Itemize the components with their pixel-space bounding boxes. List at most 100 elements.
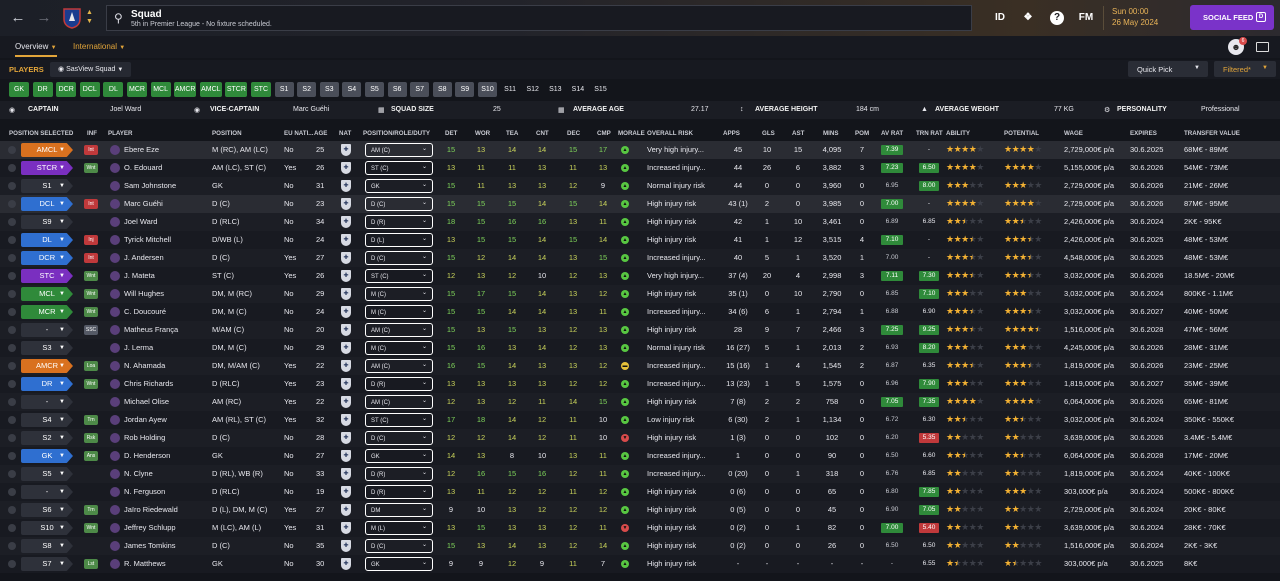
header-morale[interactable]: MORALE — [618, 130, 645, 137]
club-crest-icon[interactable] — [62, 7, 82, 29]
filter-chip[interactable]: DCR — [56, 82, 77, 97]
player-name[interactable]: R. Matthews — [124, 559, 166, 568]
row-select-radio[interactable] — [8, 470, 16, 478]
role-selector[interactable]: ST (C) ⌄ — [365, 161, 433, 175]
role-selector[interactable]: ST (C) ⌄ — [365, 269, 433, 283]
row-select-radio[interactable] — [8, 416, 16, 424]
row-select-radio[interactable] — [8, 146, 16, 154]
position-selector[interactable]: GK ▼ — [21, 449, 73, 463]
header-nat[interactable]: NAT — [339, 130, 352, 137]
header-ast[interactable]: AST — [792, 130, 805, 137]
header-cnt[interactable]: CNT — [536, 130, 549, 137]
role-selector[interactable]: D (R) ⌄ — [365, 215, 433, 229]
role-selector[interactable]: M (C) ⌄ — [365, 305, 433, 319]
filter-chip[interactable]: MCR — [127, 82, 147, 97]
role-selector[interactable]: M (L) ⌄ — [365, 521, 433, 535]
player-name[interactable]: J. Lerma — [124, 343, 154, 352]
role-selector[interactable]: M (C) ⌄ — [365, 287, 433, 301]
row-select-radio[interactable] — [8, 218, 16, 226]
tab-international[interactable]: International ▼ — [73, 42, 125, 51]
filter-chip[interactable]: STCR — [225, 82, 248, 97]
position-selector[interactable]: S6 ▼ — [21, 503, 73, 517]
view-selector[interactable]: ◉ SasView Squad ▼ — [50, 62, 132, 77]
filter-chip[interactable]: STC — [251, 82, 271, 97]
role-selector[interactable]: D (R) ⌄ — [365, 377, 433, 391]
player-name[interactable]: James Tomkins — [124, 541, 176, 550]
table-row[interactable]: DCR ▼ Int J. Andersen D (C) Yes 27 ✚ D (C) ⌄ 15 12 1… — [0, 249, 1280, 267]
table-row[interactable]: MCL ▼ Wnt Will Hughes DM, M (RC) No 29 ✚ M (C) ⌄ 1… — [0, 285, 1280, 303]
header-trn-rat[interactable]: TRN RAT — [916, 130, 943, 137]
header-position-selected[interactable]: POSITION SELECTED — [9, 130, 74, 137]
brain-icon[interactable]: ❖ — [1023, 12, 1033, 23]
help-icon[interactable]: ? — [1050, 11, 1064, 25]
header-role[interactable]: POSITION/ROLE/DUTY — [363, 130, 431, 137]
filter-chip[interactable]: S1 — [274, 82, 294, 97]
role-selector[interactable]: AM (C) ⌄ — [365, 395, 433, 409]
table-row[interactable]: - ▼ SSC Matheus França M/AM (C) No 20 ✚ AM (C) ⌄ 1… — [0, 321, 1280, 339]
vice-captain-value[interactable]: Marc Guéhi — [293, 106, 330, 113]
table-row[interactable]: AMCR ▼ Loa N. Ahamada DM, M/AM (C) Yes 22 ✚ AM (… — [0, 357, 1280, 375]
forward-arrow-icon[interactable]: → — [36, 9, 52, 26]
row-select-radio[interactable] — [8, 254, 16, 262]
position-selector[interactable]: S1 ▼ — [21, 179, 73, 193]
table-row[interactable]: STCR ▼ Wnt O. Edouard AM (LC), ST (C) Yes 26 ✚ S… — [0, 159, 1280, 177]
header-mins[interactable]: MINS — [823, 130, 839, 137]
role-selector[interactable]: GK ⌄ — [365, 557, 433, 571]
row-select-radio[interactable] — [8, 326, 16, 334]
id-button[interactable]: ID — [995, 12, 1005, 23]
header-transfer-value[interactable]: TRANSFER VALUE — [1184, 130, 1240, 137]
position-selector[interactable]: DL ▼ — [21, 233, 73, 247]
position-selector[interactable]: DCL ▼ — [21, 197, 73, 211]
filter-chip[interactable]: S12 — [526, 86, 539, 93]
social-feed-button[interactable]: SOCIAL FEED D — [1190, 5, 1274, 30]
table-row[interactable]: DR ▼ Wnt Chris Richards D (RLC) Yes 23 ✚ D (R) ⌄ 1… — [0, 375, 1280, 393]
header-ability[interactable]: ABILITY — [946, 130, 971, 137]
position-selector[interactable]: S7 ▼ — [21, 557, 73, 571]
role-selector[interactable]: AM (C) ⌄ — [365, 143, 433, 157]
header-tea[interactable]: TEA — [506, 130, 519, 137]
position-selector[interactable]: STC ▼ — [21, 269, 73, 283]
table-row[interactable]: MCR ▼ Wnt C. Doucouré DM, M (C) No 24 ✚ M (C) ⌄ 15… — [0, 303, 1280, 321]
filter-chip[interactable]: S2 — [297, 82, 317, 97]
role-selector[interactable]: D (C) ⌄ — [365, 431, 433, 445]
filter-chip[interactable]: S5 — [365, 82, 384, 97]
player-name[interactable]: Matheus França — [124, 325, 179, 334]
filter-chip[interactable]: S6 — [387, 82, 407, 97]
player-name[interactable]: N. Ferguson — [124, 487, 166, 496]
player-name[interactable]: J. Mateta — [124, 271, 155, 280]
table-row[interactable]: S10 ▼ Wnt Jeffrey Schlupp M (LC), AM (L) Yes 3… — [0, 519, 1280, 537]
position-selector[interactable]: S4 ▼ — [21, 413, 73, 427]
filter-chip[interactable]: S13 — [549, 86, 562, 93]
filter-chip[interactable]: S7 — [410, 82, 430, 97]
row-select-radio[interactable] — [8, 164, 16, 172]
position-selector[interactable]: MCL ▼ — [21, 287, 73, 301]
player-name[interactable]: Ebere Eze — [124, 145, 160, 154]
row-select-radio[interactable] — [8, 560, 16, 568]
filter-chip[interactable]: DR — [32, 82, 53, 97]
header-pom[interactable]: POM — [855, 130, 870, 137]
role-selector[interactable]: AM (C) ⌄ — [365, 359, 433, 373]
header-player[interactable]: PLAYER — [108, 130, 133, 137]
header-position[interactable]: POSITION — [212, 130, 242, 137]
position-selector[interactable]: STCR ▼ — [21, 161, 73, 175]
row-select-radio[interactable] — [8, 290, 16, 298]
role-selector[interactable]: M (C) ⌄ — [365, 341, 433, 355]
filter-chip[interactable]: S10 — [478, 82, 497, 97]
role-selector[interactable]: D (R) ⌄ — [365, 485, 433, 499]
position-selector[interactable]: S2 ▼ — [21, 431, 73, 445]
filter-chip[interactable]: S8 — [432, 82, 452, 97]
header-inf[interactable]: INF — [87, 130, 97, 137]
filter-chip[interactable]: S14 — [571, 86, 585, 93]
captain-value[interactable]: Joel Ward — [110, 106, 142, 113]
player-name[interactable]: Rob Holding — [124, 433, 166, 442]
player-name[interactable]: Marc Guéhi — [124, 199, 163, 208]
row-select-radio[interactable] — [8, 542, 16, 550]
position-selector[interactable]: S5 ▼ — [21, 467, 73, 481]
filter-chip[interactable]: S3 — [319, 82, 339, 97]
role-selector[interactable]: AM (C) ⌄ — [365, 323, 433, 337]
header-dec[interactable]: DEC — [567, 130, 581, 137]
table-row[interactable]: STC ▼ Wnt J. Mateta ST (C) Yes 26 ✚ ST (C) ⌄ 12 13 1… — [0, 267, 1280, 285]
header-wor[interactable]: WOR — [475, 130, 491, 137]
row-select-radio[interactable] — [8, 398, 16, 406]
player-name[interactable]: Sam Johnstone — [124, 181, 177, 190]
